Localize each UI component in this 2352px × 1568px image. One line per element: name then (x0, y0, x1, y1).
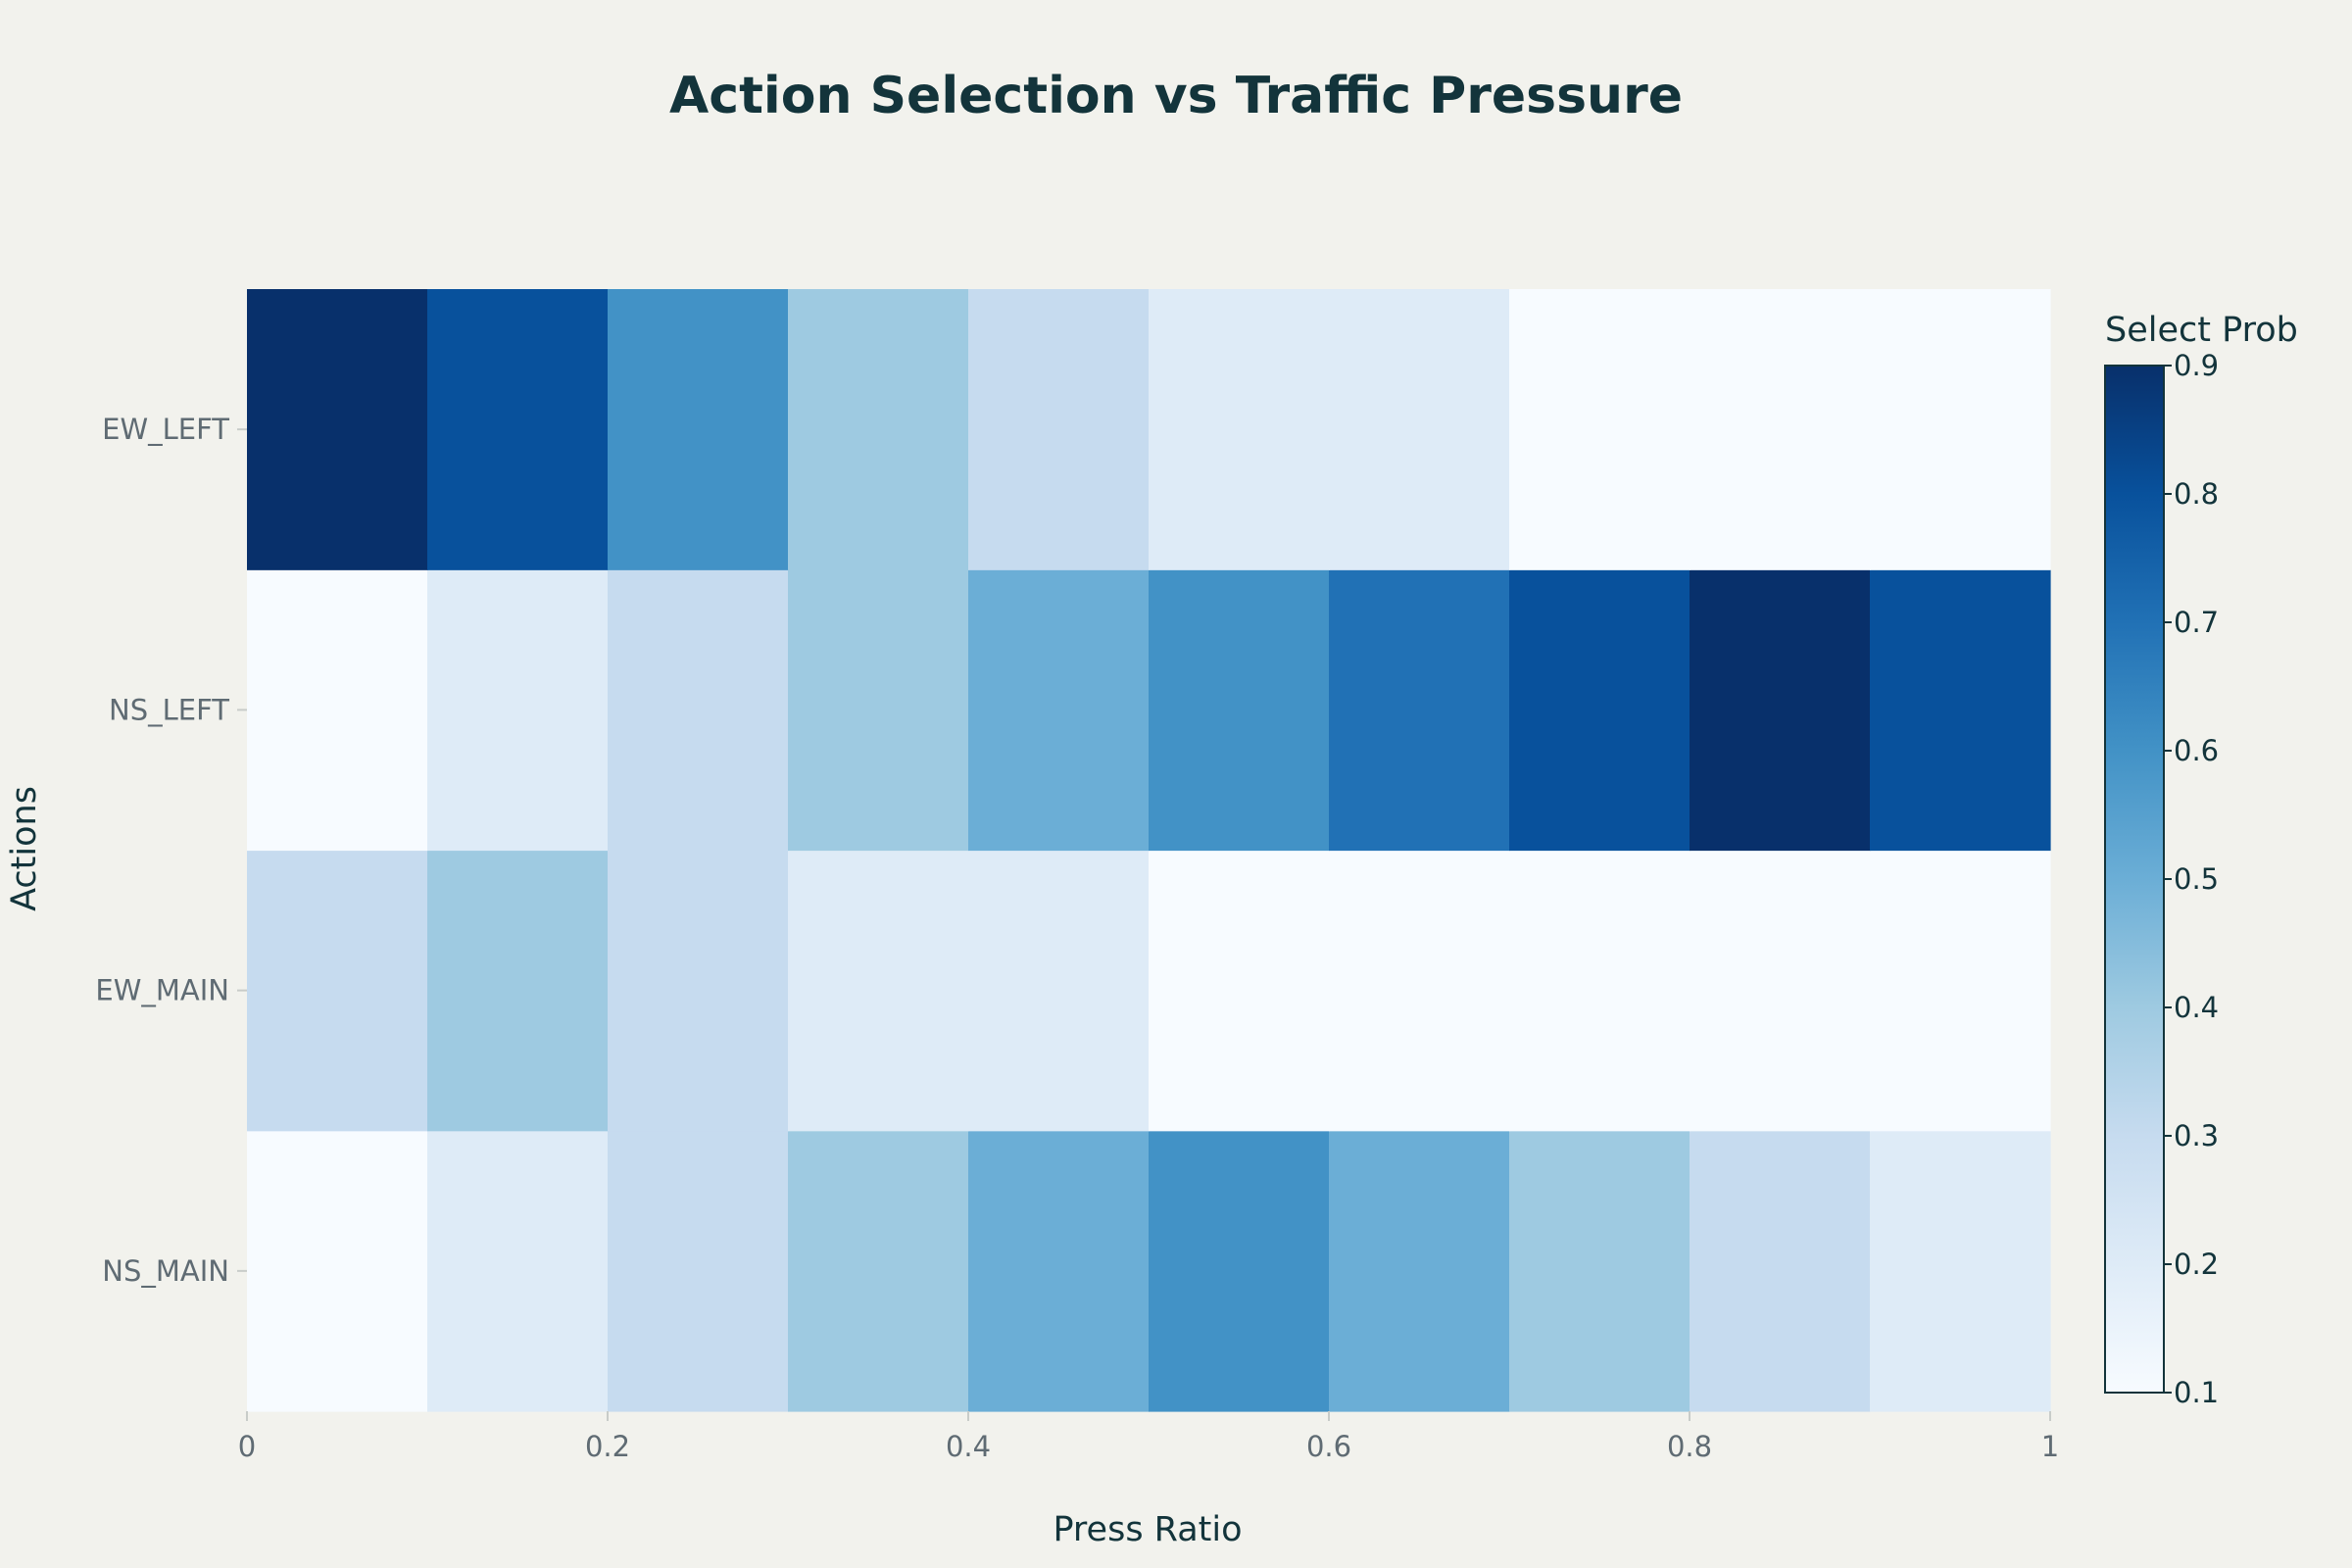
x-tick-label: 0.2 (585, 1430, 630, 1463)
heatmap-cell (968, 289, 1150, 570)
colorbar-tick-label: 0.9 (2174, 349, 2219, 382)
heatmap-cell (427, 850, 609, 1132)
colorbar-tick-label: 0.8 (2174, 477, 2219, 511)
heatmap-cell (1149, 289, 1330, 570)
y-tick-label: NS_MAIN (102, 1254, 229, 1288)
heatmap-cells (247, 289, 2051, 1412)
heatmap-cell (1329, 569, 1510, 852)
colorbar-tick-label: 0.5 (2174, 862, 2219, 896)
x-axis-title: Press Ratio (1053, 1510, 1242, 1549)
x-tick-label: 0.6 (1306, 1430, 1351, 1463)
heatmap-cell (608, 850, 789, 1132)
y-tick-label: EW_MAIN (95, 974, 229, 1007)
y-axis-title: Actions (5, 786, 44, 911)
heatmap-cell (1149, 569, 1330, 852)
colorbar-gradient (2104, 365, 2165, 1394)
x-tick-label: 1 (2041, 1430, 2059, 1463)
heatmap-cell (1870, 1130, 2051, 1412)
heatmap-cell (1329, 1130, 1510, 1412)
heatmap-cell (1870, 850, 2051, 1132)
colorbar-ticks: 0.1 0.2 0.3 0.4 0.5 0.6 0.7 0.8 0.9 (2164, 349, 2219, 1409)
x-axis: 0 0.2 0.4 0.6 0.8 1 (238, 1411, 2059, 1463)
heatmap-cell (608, 569, 789, 852)
colorbar-tick-label: 0.2 (2174, 1248, 2219, 1281)
colorbar-tick-label: 0.3 (2174, 1119, 2219, 1152)
y-tick-label: NS_LEFT (109, 693, 229, 726)
x-tick-label: 0 (238, 1430, 256, 1463)
heatmap-cell (1690, 1130, 1871, 1412)
colorbar-tick-label: 0.7 (2174, 606, 2219, 639)
heatmap-cell (427, 289, 609, 570)
heatmap-cell (788, 1130, 969, 1412)
heatmap-cell (247, 850, 428, 1132)
colorbar-tick-label: 0.1 (2174, 1376, 2219, 1409)
heatmap-cell (1329, 850, 1510, 1132)
colorbar-tick-label: 0.4 (2174, 991, 2219, 1024)
x-tick-label: 0.4 (946, 1430, 991, 1463)
heatmap-cell (788, 850, 969, 1132)
heatmap-cell (1149, 850, 1330, 1132)
heatmap-cell (968, 569, 1150, 852)
y-axis: NS_MAIN EW_MAIN NS_LEFT EW_LEFT (95, 413, 247, 1288)
colorbar-tick-label: 0.6 (2174, 734, 2219, 767)
heatmap-cell (1509, 569, 1690, 852)
heatmap-cell (1329, 289, 1510, 570)
colorbar: Select Prob 0.1 0.2 0.3 0.4 0.5 0.6 0.7 0.8 0.9 (2104, 311, 2298, 1409)
heatmap-cell (1690, 289, 1871, 570)
heatmap-cell (427, 569, 609, 852)
heatmap-cell (968, 1130, 1150, 1412)
heatmap-cell (1690, 569, 1871, 852)
x-tick-label: 0.8 (1667, 1430, 1712, 1463)
heatmap-cell (1509, 850, 1690, 1132)
heatmap-cell (247, 569, 428, 852)
heatmap-cell (1870, 569, 2051, 852)
heatmap-cell (608, 1130, 789, 1412)
heatmap-cell (1149, 1130, 1330, 1412)
heatmap-cell (788, 569, 969, 852)
heatmap-cell (608, 289, 789, 570)
heatmap-cell (968, 850, 1150, 1132)
heatmap-cell (247, 289, 428, 570)
chart-title: Action Selection vs Traffic Pressure (669, 67, 1683, 125)
heatmap-cell (1690, 850, 1871, 1132)
colorbar-title: Select Prob (2105, 311, 2298, 350)
heatmap-cell (1509, 1130, 1690, 1412)
heatmap-cell (1509, 289, 1690, 570)
heatmap-cell (1870, 289, 2051, 570)
heatmap-cell (788, 289, 969, 570)
y-tick-label: EW_LEFT (102, 413, 229, 446)
heatmap-cell (247, 1130, 428, 1412)
heatmap-cell (427, 1130, 609, 1412)
